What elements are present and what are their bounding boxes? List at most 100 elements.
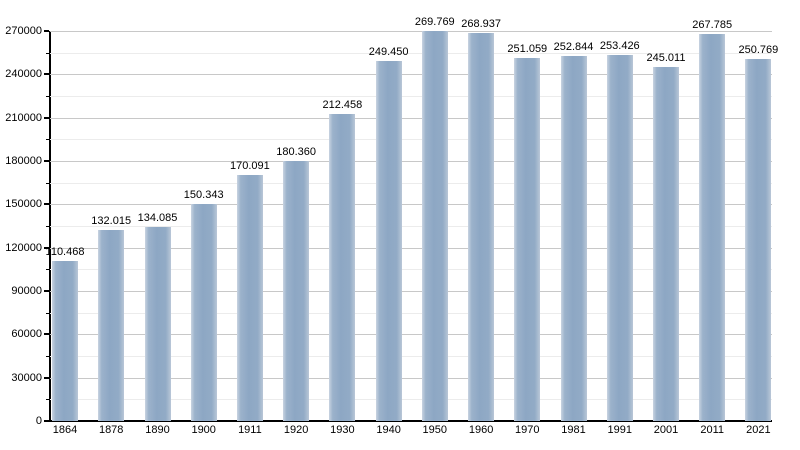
bar-1960 — [468, 32, 495, 421]
gridline-minor — [50, 139, 772, 141]
gridline-minor — [50, 182, 772, 184]
y-axis-tick — [44, 30, 49, 32]
gridline-major — [50, 334, 772, 336]
x-tick-label: 1970 — [515, 424, 540, 436]
plot-area: 110.468 132.015 134.085 150.343 170.091 180.3… — [46, 16, 778, 421]
x-tick-label: 1890 — [145, 424, 170, 436]
gridline-minor — [50, 399, 772, 401]
bar-value-label: 180.360 — [276, 145, 316, 158]
y-axis-tick — [44, 420, 49, 422]
x-tick-label: 2021 — [746, 424, 771, 436]
y-axis-tick — [44, 73, 49, 76]
y-tick-label: 90000 — [11, 285, 42, 297]
gridline-major — [50, 291, 772, 292]
y-axis-tick — [44, 376, 49, 379]
bar-value-label: 250.769 — [738, 43, 779, 56]
gridline-minor — [50, 226, 772, 227]
bar-value-label: 110.468 — [45, 246, 85, 259]
gridline-minor — [50, 52, 772, 54]
bar-1890 — [144, 227, 171, 421]
gridline-minor — [50, 356, 772, 357]
x-tick-label: 1940 — [376, 424, 401, 436]
bar-2011 — [699, 34, 726, 421]
y-axis-tick — [44, 160, 49, 162]
bar-value-label: 170.091 — [230, 160, 270, 173]
bar-value-label: 251.059 — [507, 43, 548, 56]
bar-1930 — [329, 114, 356, 421]
y-axis-tick — [46, 139, 49, 141]
x-axis-line — [49, 420, 772, 422]
bar-1991 — [606, 54, 633, 421]
x-tick-label: 1911 — [238, 424, 262, 436]
gridline-minor — [50, 96, 772, 97]
x-tick-label: 1960 — [468, 424, 494, 436]
gridline-major — [50, 204, 772, 206]
y-axis-tick — [46, 96, 49, 97]
y-tick-label: 150000 — [5, 198, 42, 211]
x-tick-label: 1991 — [607, 424, 633, 436]
bar-value-label: 267.785 — [692, 19, 733, 32]
bar-2021 — [745, 58, 772, 421]
bar-value-label: 245.011 — [646, 52, 686, 65]
bar-1878 — [98, 230, 125, 421]
y-tick-label: 0 — [35, 415, 42, 427]
bar-1864 — [52, 261, 78, 421]
bar-1920 — [283, 160, 310, 421]
gridline-major — [50, 247, 772, 249]
bar-1950 — [421, 31, 448, 421]
gridline-minor — [50, 269, 772, 271]
gridline-major — [50, 161, 772, 162]
gridline-major — [50, 117, 772, 119]
y-axis-tick — [44, 290, 49, 292]
y-axis-tick — [46, 312, 49, 314]
x-tick-label: 1864 — [52, 424, 78, 436]
y-tick-label: 30000 — [11, 371, 42, 384]
y-axis-tick — [44, 333, 49, 336]
bar-1981 — [560, 55, 587, 421]
gridline-major — [50, 31, 772, 32]
x-tick-label: 1900 — [191, 424, 216, 436]
x-axis-labels: 1864 1878 1890 1900 1911 1920 1930 1940 1950 1960… — [50, 424, 772, 438]
y-tick-label: 60000 — [11, 328, 42, 341]
bar-2001 — [653, 67, 679, 421]
y-tick-label: 270000 — [5, 25, 42, 37]
x-tick-label: 2001 — [653, 424, 679, 436]
x-tick-label: 2011 — [700, 424, 725, 436]
bar-value-label: 253.426 — [599, 39, 640, 52]
x-tick-label: 1950 — [422, 424, 448, 436]
bar-1911 — [236, 175, 263, 421]
y-tick-label: 210000 — [5, 111, 42, 124]
y-tick-label: 180000 — [5, 155, 42, 167]
y-tick-label: 120000 — [5, 241, 42, 254]
bar-value-label: 268.937 — [461, 17, 501, 30]
y-axis-tick — [44, 246, 49, 249]
bar-value-label: 249.450 — [368, 45, 409, 58]
y-axis-tick — [46, 399, 49, 401]
y-axis-tick — [46, 182, 49, 184]
x-tick-label: 1981 — [561, 424, 586, 436]
bar-value-label: 132.015 — [91, 215, 132, 228]
bar-value-label: 252.844 — [553, 40, 594, 53]
bar-value-label: 134.085 — [137, 212, 178, 225]
x-tick-label: 1878 — [98, 424, 124, 436]
bar-1900 — [190, 203, 217, 421]
x-tick-label: 1930 — [330, 424, 355, 436]
y-axis-tick — [46, 52, 49, 54]
y-axis-tick — [46, 226, 49, 227]
y-axis-labels: 0 30000 60000 90000 120000 150000 180000 210000… — [0, 25, 42, 427]
y-tick-label: 240000 — [5, 68, 42, 81]
y-axis-tick — [44, 203, 49, 206]
bar-1970 — [514, 58, 541, 421]
x-tick-label: 1920 — [283, 424, 309, 436]
bar-value-label: 212.458 — [322, 99, 363, 112]
bar-value-label: 150.343 — [183, 188, 224, 201]
bar-1940 — [375, 60, 402, 421]
y-axis-tick — [44, 116, 49, 119]
gridline-minor — [50, 312, 772, 314]
gridline-major — [50, 74, 772, 76]
y-axis-tick — [46, 269, 49, 271]
gridline-major — [50, 377, 772, 379]
bar-value-label: 269.769 — [414, 16, 455, 29]
y-axis-tick — [46, 356, 49, 357]
